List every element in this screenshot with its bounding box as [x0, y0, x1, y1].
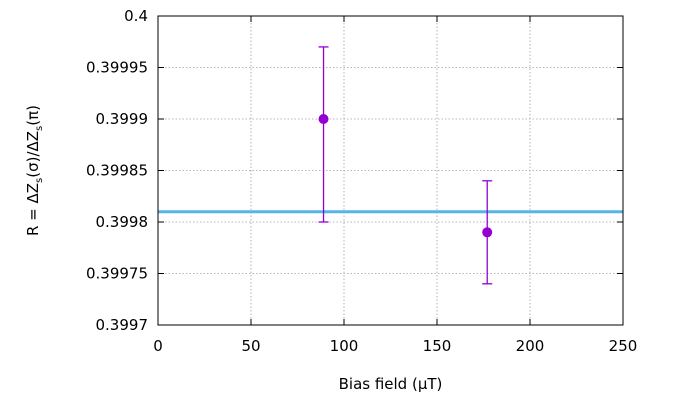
x-tick-label: 150 — [423, 337, 452, 355]
data-layer — [318, 46, 493, 285]
x-tick-labels: 0 50 100 150 200 250 — [153, 337, 637, 355]
grid — [158, 16, 623, 325]
y-axis-title-sub2: s — [34, 126, 45, 131]
data-point — [482, 227, 493, 238]
x-axis-title: Bias field (μT) — [339, 375, 443, 393]
y-tick-label: 0.3998 — [96, 213, 149, 231]
y-tick-label: 0.39995 — [86, 59, 148, 77]
x-tick-label: 200 — [516, 337, 545, 355]
y-axis-title-mid: (σ)/ΔZ — [24, 131, 42, 178]
ticks — [157, 15, 624, 326]
y-axis-title-prefix: R = ΔZ — [24, 183, 42, 236]
x-tick-label: 250 — [609, 337, 638, 355]
y-axis-title: R = ΔZs(σ)/ΔZs(π) — [24, 105, 45, 236]
x-tick-label: 50 — [241, 337, 260, 355]
y-tick-labels: 0.3997 0.39975 0.3998 0.39985 0.3999 0.39995 0… — [86, 7, 148, 334]
y-tick-label: 0.39975 — [86, 265, 148, 283]
y-tick-label: 0.3997 — [96, 316, 149, 334]
y-tick-label: 0.3999 — [96, 110, 149, 128]
y-tick-label: 0.39985 — [86, 162, 148, 180]
data-point — [318, 114, 329, 124]
x-tick-label: 100 — [330, 337, 359, 355]
x-tick-label: 0 — [153, 337, 163, 355]
y-axis-title-sub1: s — [34, 178, 45, 183]
y-axis-title-suffix: (π) — [24, 105, 42, 126]
y-tick-label: 0.4 — [124, 7, 148, 25]
